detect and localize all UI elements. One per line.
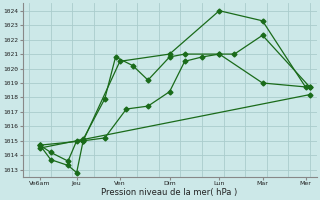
X-axis label: Pression niveau de la mer( hPa ): Pression niveau de la mer( hPa ): [101, 188, 238, 197]
